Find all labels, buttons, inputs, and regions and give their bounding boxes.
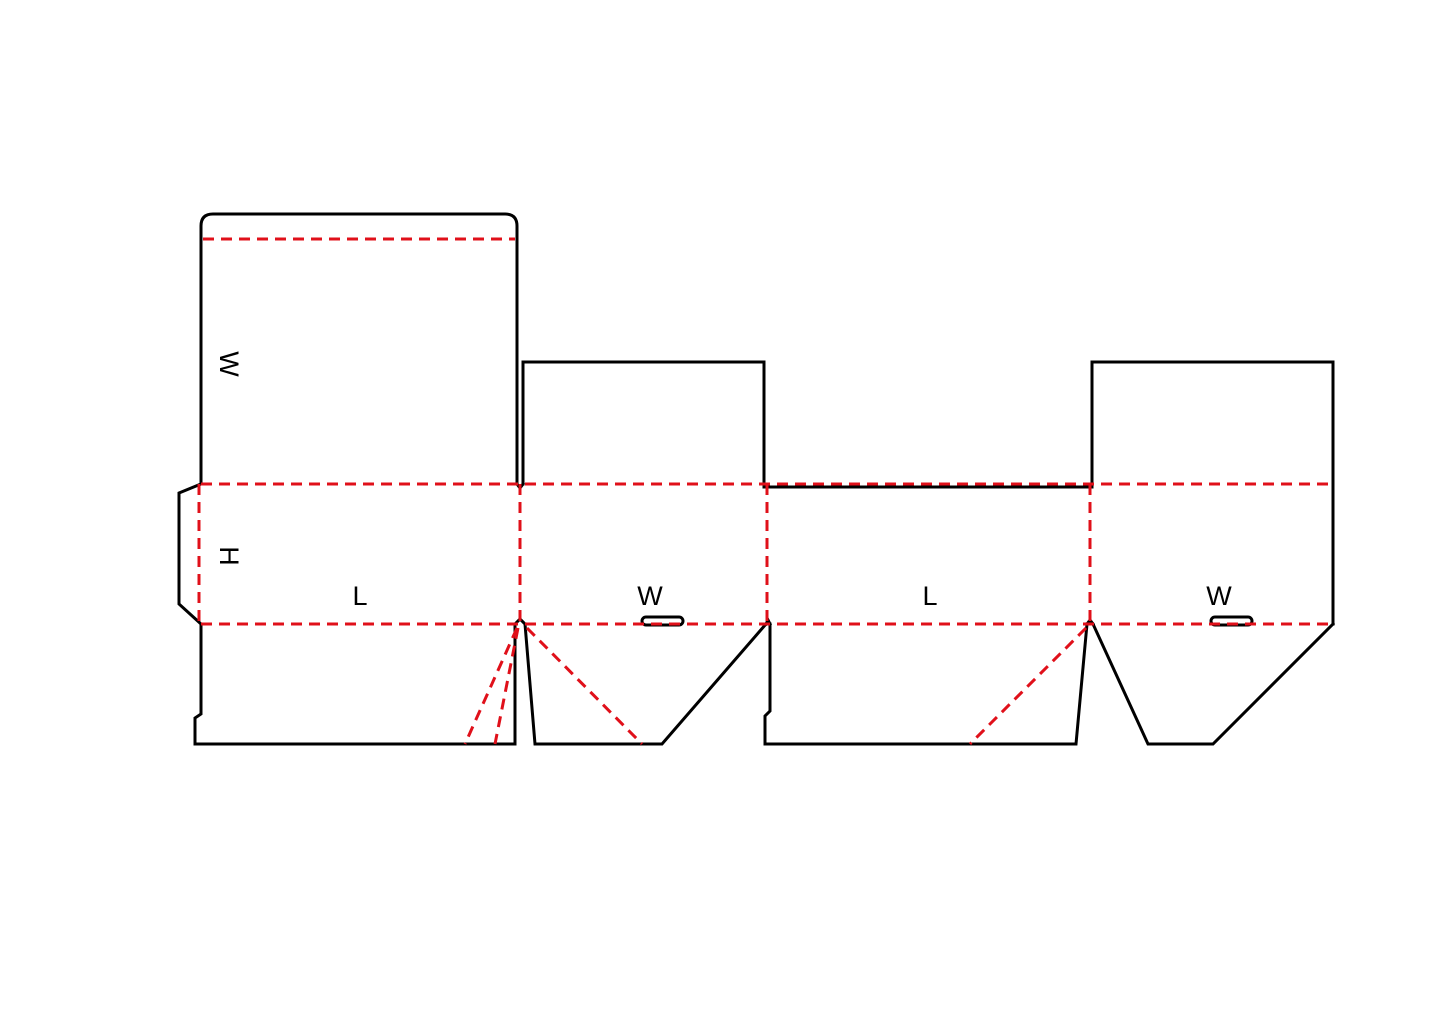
dust-flap-top-2-outline bbox=[521, 360, 766, 486]
bottom-flap-4-outline bbox=[1091, 621, 1336, 746]
fold-diagonal-flap-3 bbox=[968, 626, 1088, 746]
label-panel-3-l: L bbox=[922, 581, 937, 611]
bottom-flap-1-outline bbox=[193, 622, 517, 746]
label-panel-1-l: L bbox=[352, 581, 367, 611]
bottom-flap-3-outline bbox=[763, 622, 1089, 746]
lock-slot-panel-2 bbox=[640, 615, 685, 627]
label-panel-4-w: W bbox=[1206, 581, 1232, 611]
fold-diagonal-flap-1-a bbox=[463, 627, 519, 745]
fold-diagonal-flap-1-b bbox=[493, 627, 520, 745]
top-tuck-flap-outline bbox=[199, 212, 519, 486]
dust-flap-top-4-outline bbox=[1090, 360, 1335, 626]
label-glue-flap-h: H bbox=[214, 546, 244, 566]
bottom-flap-2-outline bbox=[523, 621, 769, 746]
label-panel-2-w: W bbox=[637, 581, 663, 611]
label-top-flap-w: W bbox=[214, 351, 244, 377]
fold-diagonal-flap-2 bbox=[525, 626, 644, 746]
glue-flap-outline bbox=[177, 482, 204, 627]
